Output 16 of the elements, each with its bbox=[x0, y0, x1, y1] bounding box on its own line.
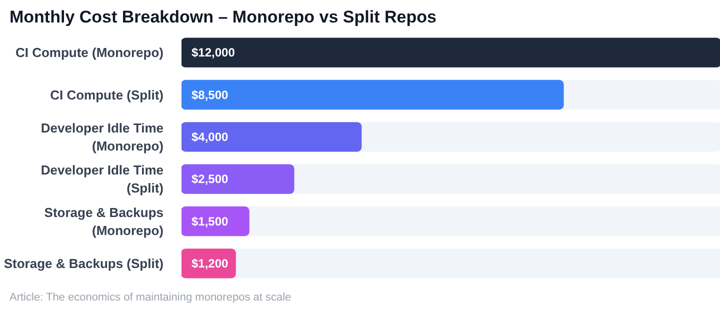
y-tick-label: Developer Idle Time (Split) bbox=[40, 162, 164, 196]
chart-title: Monthly Cost Breakdown – Monorepo vs Split Repos bbox=[10, 8, 436, 26]
data-label: $4,000 bbox=[192, 130, 229, 144]
data-label: $8,500 bbox=[192, 88, 229, 102]
data-label: $1,200 bbox=[192, 256, 229, 270]
data-label: $12,000 bbox=[192, 46, 236, 60]
y-tick-label: CI Compute (Split) bbox=[50, 87, 164, 102]
y-tick-label: Developer Idle Time (Monorepo) bbox=[40, 120, 164, 154]
data-label: $1,500 bbox=[192, 214, 229, 228]
bar bbox=[182, 206, 250, 236]
data-label: $2,500 bbox=[192, 172, 229, 186]
bar bbox=[182, 164, 294, 194]
y-tick-label: Storage & Backups (Monorepo) bbox=[44, 204, 164, 238]
y-tick-label: CI Compute (Monorepo) bbox=[15, 45, 164, 60]
text: Article: The economics of maintaining monorepos at scale bbox=[10, 292, 292, 304]
y-tick-label: Storage & Backups (Split) bbox=[4, 256, 164, 271]
